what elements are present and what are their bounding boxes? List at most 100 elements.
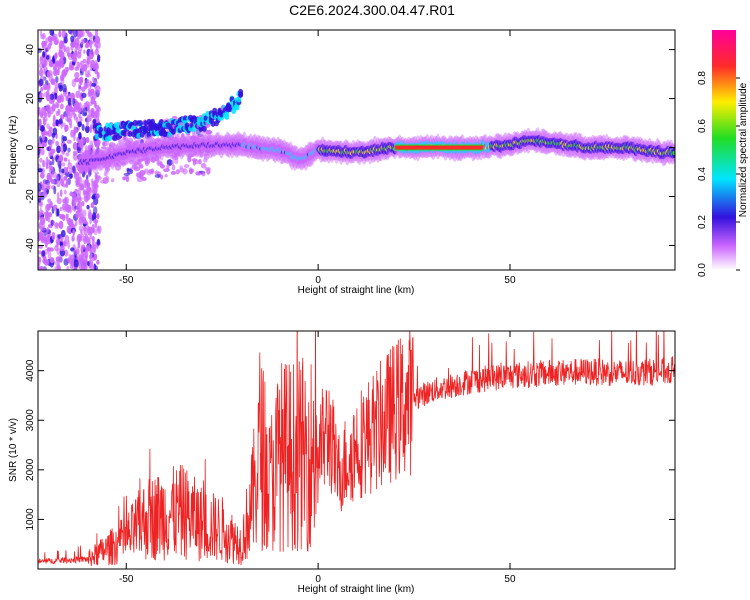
- heatmap-cell: [136, 171, 142, 178]
- colorbar-tick-label: 0.2: [697, 215, 708, 229]
- heatmap-cell: [70, 35, 75, 43]
- heatmap-cell: [38, 182, 42, 192]
- heatmap-cell: [73, 259, 79, 268]
- colorbar-tick-label: 0.0: [697, 263, 708, 277]
- heatmap-cell: [96, 259, 100, 265]
- heatmap-cell: [62, 143, 68, 153]
- heatmap-cell: [109, 144, 113, 148]
- heatmap-cell: [58, 118, 63, 125]
- y-tick-label: 4000: [25, 359, 36, 382]
- heatmap-cell: [73, 126, 77, 135]
- heatmap-cell: [61, 162, 66, 167]
- heatmap-cell: [42, 116, 46, 121]
- heatmap-cell: [40, 148, 45, 156]
- heatmap-cell: [84, 145, 89, 150]
- heatmap-cell: [187, 153, 195, 158]
- heatmap-cell: [79, 142, 83, 149]
- heatmap-cell: [69, 173, 73, 179]
- heatmap-cell: [51, 157, 55, 166]
- heatmap-cell: [48, 211, 53, 218]
- heatmap-cell: [84, 79, 90, 84]
- heatmap-cell: [204, 166, 211, 171]
- heatmap-cell: [91, 242, 95, 250]
- heatmap-cell: [89, 91, 93, 100]
- heatmap-cell: [71, 197, 77, 206]
- heatmap-cell: [71, 235, 75, 242]
- heatmap-cell: [90, 202, 95, 209]
- heatmap-cell: [38, 256, 42, 263]
- heatmap-cell: [167, 137, 173, 142]
- heatmap-cell: [41, 250, 46, 257]
- heatmap-cell: [56, 192, 60, 200]
- heatmap-cell: [86, 191, 91, 201]
- y-tick-label: 40: [25, 44, 36, 56]
- heatmap-cell: [45, 54, 50, 60]
- heatmap-cell: [52, 114, 56, 124]
- heatmap-cell: [67, 240, 71, 250]
- colorbar-tick-label: 0.8: [697, 71, 708, 85]
- heatmap-cell: [87, 237, 92, 246]
- heatmap-cell: [89, 218, 92, 225]
- heatmap-cell: [87, 166, 92, 175]
- heatmap-cell: [58, 49, 63, 58]
- x-tick-label: 50: [504, 275, 516, 286]
- heatmap-cell: [171, 164, 176, 171]
- heatmap-cell: [55, 260, 60, 267]
- heatmap-cell: [105, 175, 110, 182]
- heatmap-cell: [62, 70, 68, 76]
- heatmap-cell: [63, 242, 68, 247]
- heatmap-cell: [95, 37, 100, 44]
- heatmap-cell: [46, 44, 50, 52]
- heatmap-cell: [50, 219, 54, 226]
- heatmap-cell: [80, 251, 84, 259]
- heatmap-cell: [43, 68, 46, 75]
- heatmap-cell: [65, 178, 69, 186]
- x-tick-label: 50: [504, 574, 516, 585]
- heatmap-cell: [87, 144, 92, 153]
- heatmap-cell: [67, 158, 71, 165]
- heatmap-cell: [66, 139, 72, 144]
- heatmap-cell: [78, 225, 84, 232]
- heatmap-cell: [187, 155, 192, 163]
- heatmap-cell: [178, 168, 185, 173]
- heatmap-cell: [56, 175, 60, 182]
- heatmap-cell: [48, 61, 54, 68]
- heatmap-cell: [83, 49, 86, 54]
- heatmap-cell: [38, 118, 42, 127]
- y-tick-label: -20: [25, 189, 36, 204]
- heatmap-cell: [123, 172, 131, 177]
- heatmap-cell: [50, 78, 56, 86]
- heatmap-cell: [49, 151, 54, 156]
- heatmap-cell: [672, 150, 675, 156]
- heatmap-cell: [66, 217, 72, 226]
- spectrogram-panel: -50 0 50 -40 -20 0 20 40 Height of straight lin…: [8, 29, 676, 296]
- heatmap-cell: [76, 235, 81, 244]
- heatmap-cell: [180, 133, 185, 137]
- heatmap-cell: [86, 204, 90, 210]
- heatmap-cell: [63, 189, 67, 195]
- heatmap-cell: [104, 167, 111, 172]
- heatmap-cell: [193, 151, 198, 155]
- heatmap-cell: [164, 174, 168, 178]
- heatmap-cell: [94, 48, 99, 56]
- heatmap-cell: [40, 226, 46, 232]
- heatmap-cell: [65, 46, 70, 54]
- heatmap-cell: [68, 64, 75, 71]
- heatmap-cell: [42, 83, 46, 91]
- heatmap-cell: [39, 157, 43, 163]
- heatmap-cell: [81, 219, 88, 225]
- heatmap-cell: [65, 152, 70, 157]
- heatmap-cell: [183, 164, 190, 169]
- heatmap-cell: [89, 248, 93, 254]
- heatmap-cell: [42, 141, 46, 149]
- heatmap-cell: [205, 130, 213, 135]
- heatmap-cell: [53, 33, 58, 39]
- heatmap-cell: [201, 125, 207, 132]
- heatmap-cell: [85, 137, 90, 143]
- heatmap-cell: [45, 156, 49, 166]
- x-tick-label: -50: [119, 574, 134, 585]
- heatmap-cell: [65, 112, 68, 122]
- heatmap-cell: [75, 90, 81, 99]
- heatmap-cell: [45, 182, 51, 188]
